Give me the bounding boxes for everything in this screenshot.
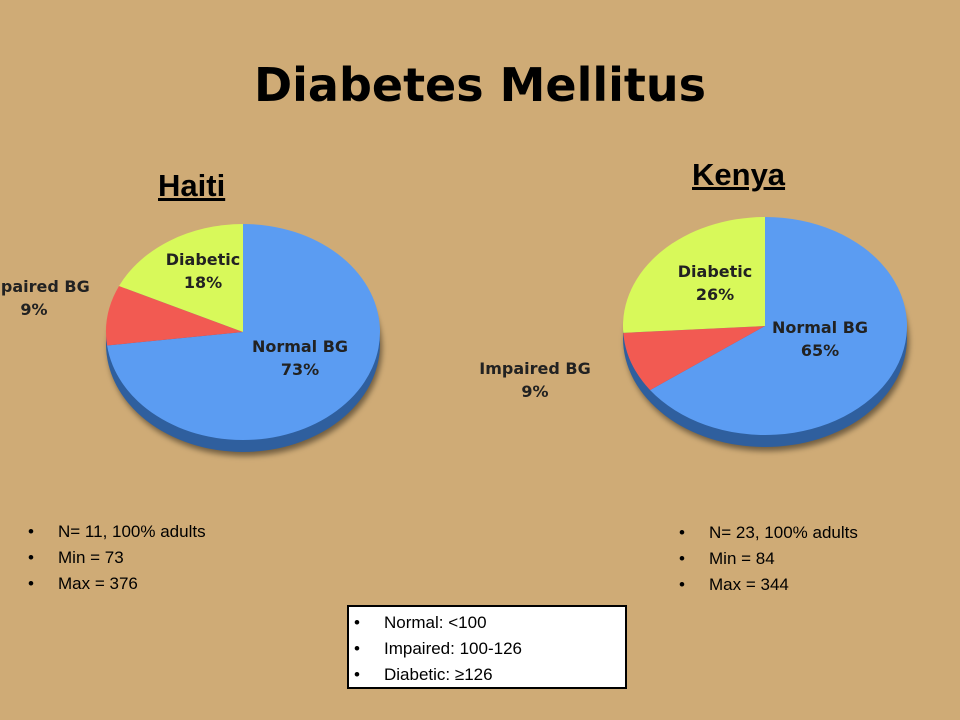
haiti-slice-impaired-bg [106,286,243,346]
haiti-slice-label-normal-bg: Normal BG 73% [252,337,348,379]
haiti-stat-max: Max = 376 [28,571,206,597]
kenya-slice-normal-bg [650,217,907,436]
glucose-legend-box: Normal: <100 Impaired: 100-126 Diabetic:… [347,605,627,689]
haiti-slice-label-diabetic: Diabetic 18% [166,250,240,292]
kenya-slice-label-normal-bg: Normal BG 65% [772,318,868,360]
slide-title: Diabetes Mellitus [253,58,707,112]
legend-impaired: Impaired: 100-126 [354,636,522,662]
kenya-pie: Normal BG 65% Impaired BG 9% Diabetic 26% [479,217,909,451]
haiti-chart-title: Haiti [158,168,226,203]
kenya-stats-list: N= 23, 100% adults Min = 84 Max = 344 [679,520,858,598]
haiti-stat-min: Min = 73 [28,545,206,571]
kenya-slice-impaired-bg [623,326,765,391]
legend-diabetic: Diabetic: ≥126 [354,662,522,688]
kenya-slice-diabetic [623,217,765,333]
kenya-slice-label-impaired-bg: Impaired BG 9% [479,359,590,401]
haiti-stat-n: N= 11, 100% adults [28,519,206,545]
kenya-stat-n: N= 23, 100% adults [679,520,858,546]
kenya-chart-title: Kenya [692,157,786,192]
kenya-stat-max: Max = 344 [679,572,858,598]
haiti-stats-list: N= 11, 100% adults Min = 73 Max = 376 [28,519,206,597]
haiti-slice-label-impaired-bg: Impaired BG9% [0,277,90,319]
haiti-slice-diabetic [119,224,243,332]
legend-normal: Normal: <100 [354,610,522,636]
glucose-legend-list: Normal: <100 Impaired: 100-126 Diabetic:… [354,610,522,688]
kenya-slice-label-diabetic: Diabetic 26% [678,262,752,304]
kenya-stat-min: Min = 84 [679,546,858,572]
haiti-slice-normal-bg [107,224,380,440]
